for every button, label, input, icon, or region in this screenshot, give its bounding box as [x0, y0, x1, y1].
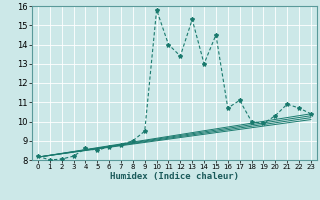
X-axis label: Humidex (Indice chaleur): Humidex (Indice chaleur) — [110, 172, 239, 181]
